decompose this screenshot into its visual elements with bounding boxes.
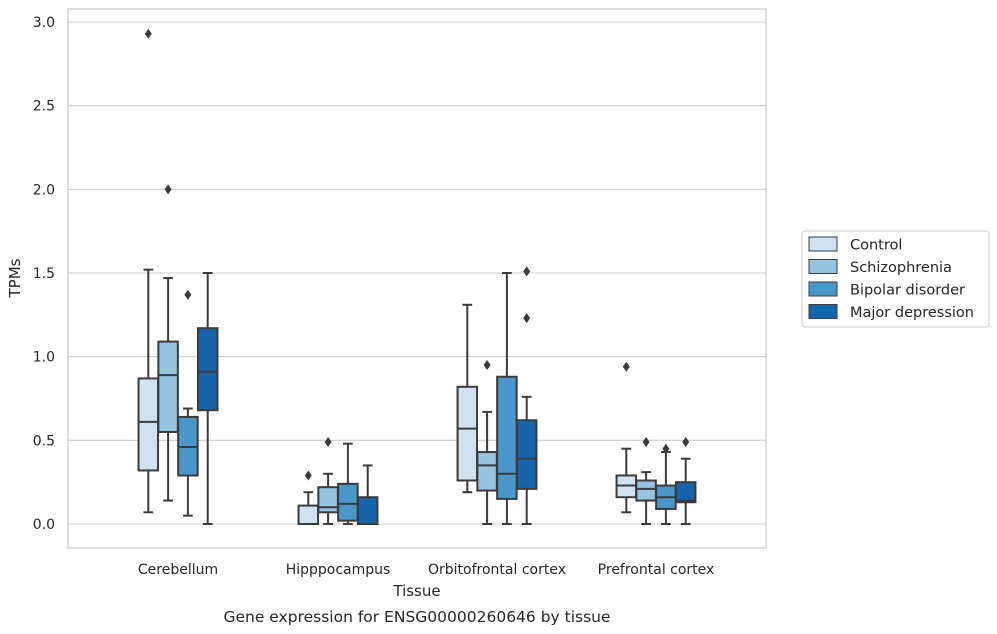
legend-swatch [808, 236, 838, 252]
outlier-point [642, 437, 650, 448]
legend-swatch [808, 304, 838, 319]
box [337, 482, 359, 522]
outlier-point [483, 360, 491, 371]
box [476, 451, 498, 492]
outlier-point [144, 28, 152, 39]
y-tick-label: 1.5 [33, 266, 55, 282]
x-tick-label: Orbitofrontal cortex [428, 562, 566, 578]
y-tick-label: 1.0 [33, 350, 55, 366]
box-group [157, 184, 179, 502]
box-group [177, 289, 199, 517]
x-tick-label: Cerebellum [138, 562, 218, 578]
y-axis-title: TPMs [6, 258, 24, 298]
box [674, 481, 697, 504]
y-tick-label: 0.5 [33, 433, 55, 449]
x-tick-label: Hipppocampus [286, 562, 391, 578]
outlier-point [682, 437, 690, 448]
legend-label: Control [850, 238, 902, 254]
legend: Control Schizophrenia Bipolar disorder Majo… [801, 230, 990, 328]
box [137, 377, 160, 472]
outlier-point [164, 184, 172, 195]
box-group [635, 437, 657, 525]
y-tick-label: 2.5 [33, 99, 55, 115]
legend-label: Schizophrenia [850, 260, 952, 276]
box-group [297, 470, 320, 525]
outlier-point [324, 437, 332, 448]
legend-label: Major depression [850, 305, 974, 321]
box-group [456, 303, 479, 494]
box [157, 340, 179, 433]
x-axis-title: Tissue [392, 582, 440, 600]
box [515, 419, 538, 490]
box-group [476, 360, 498, 525]
box [317, 486, 339, 514]
outlier-point [523, 313, 531, 324]
plot-area-frame [67, 8, 767, 549]
box [496, 375, 518, 500]
box [196, 327, 219, 412]
box-group [317, 437, 339, 525]
boxes [137, 28, 697, 525]
box-group [674, 437, 697, 525]
legend-label: Bipolar disorder [850, 283, 965, 299]
y-tick-label: 3.0 [33, 15, 55, 31]
figure-caption: Gene expression for ENSG00000260646 by t… [223, 608, 610, 626]
outlier-point [184, 289, 192, 300]
outlier-point [622, 361, 630, 372]
box-group [615, 361, 638, 514]
y-tick-label: 2.0 [33, 182, 55, 198]
outlier-point [304, 470, 312, 481]
gridlines [68, 21, 766, 525]
box [297, 504, 320, 525]
box-group [196, 272, 219, 525]
box-group [655, 443, 677, 525]
legend-frame [801, 230, 990, 328]
box [635, 479, 657, 502]
box-group [356, 464, 379, 525]
box-group [496, 272, 518, 525]
x-tick-labels: Cerebellum Hipppocampus Orbitofrontal cort… [138, 562, 714, 578]
x-tick-label: Prefrontal cortex [598, 562, 715, 578]
box-group [337, 442, 359, 525]
legend-swatch [808, 259, 838, 274]
outlier-point [662, 443, 670, 454]
box-group [515, 266, 538, 525]
y-tick-labels: 0.0 0.5 1.0 1.5 2.0 2.5 3.0 [33, 15, 55, 533]
box [456, 385, 479, 482]
outlier-point [523, 266, 531, 277]
box-group [137, 28, 160, 514]
box [356, 496, 379, 525]
y-tick-label: 0.0 [33, 517, 55, 533]
legend-swatch [808, 281, 838, 297]
